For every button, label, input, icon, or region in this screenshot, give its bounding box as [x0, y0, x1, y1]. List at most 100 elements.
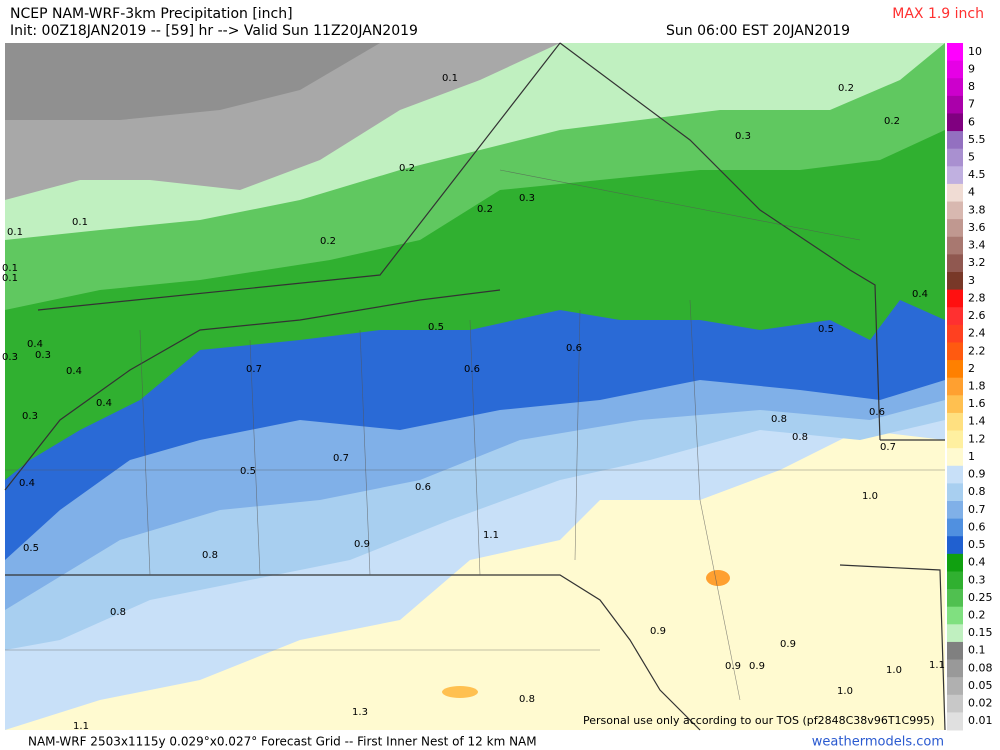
contour-label: 0.3 [2, 352, 18, 363]
colorbar-swatch [947, 342, 963, 361]
colorbar-swatch [947, 236, 963, 255]
colorbar-swatch [947, 43, 963, 62]
colorbar-label: 0.01 [968, 714, 993, 727]
colorbar-swatch [947, 589, 963, 608]
colorbar-label: 0.8 [968, 485, 986, 498]
contour-label: 0.9 [780, 639, 796, 650]
contour-label: 0.2 [884, 116, 900, 127]
colorbar-label: 2.4 [968, 327, 986, 340]
contour-label: 1.1 [929, 660, 945, 671]
colorbar-label: 5.5 [968, 133, 986, 146]
contour-label: 0.7 [246, 364, 262, 375]
colorbar-swatch [947, 60, 963, 79]
contour-label: 0.4 [19, 478, 35, 489]
contour-label: 0.1 [72, 217, 88, 228]
contour-label: 0.3 [519, 193, 535, 204]
colorbar-label: 1.2 [968, 432, 986, 445]
colorbar-label: 0.9 [968, 468, 986, 481]
colorbar-swatch [947, 324, 963, 343]
valid-time: Sun 06:00 EST 20JAN2019 [666, 23, 850, 39]
colorbar-swatch [947, 272, 963, 291]
colorbar-swatch [947, 624, 963, 643]
contour-label: 0.5 [240, 466, 256, 477]
contour-label: 1.3 [352, 707, 368, 718]
colorbar-label: 4.5 [968, 168, 986, 181]
colorbar-label: 9 [968, 62, 975, 75]
contour-label: 0.1 [2, 263, 18, 274]
map: 0.10.20.20.30.20.30.20.10.10.20.10.10.40… [2, 42, 946, 732]
map-region [706, 570, 730, 586]
colorbar-swatch [947, 254, 963, 273]
colorbar-swatch [947, 483, 963, 502]
county-line [689, 299, 741, 701]
contour-label: 1.0 [837, 686, 853, 697]
contour-label: 0.5 [818, 324, 834, 335]
contour-label: 0.9 [354, 539, 370, 550]
colorbar-swatch [947, 148, 963, 167]
colorbar-swatch [947, 677, 963, 696]
border [559, 42, 881, 441]
colorbar-swatch [947, 501, 963, 520]
colorbar-swatch [947, 659, 963, 678]
colorbar-swatch [947, 694, 963, 713]
contour-label: 0.9 [749, 661, 765, 672]
colorbar-swatch [947, 553, 963, 572]
county-line [499, 169, 861, 241]
contour-label: 0.6 [566, 343, 582, 354]
colorbar-label: 3.4 [968, 239, 986, 252]
contour-label: 1.1 [483, 530, 499, 541]
colorbar-label: 0.5 [968, 538, 986, 551]
contour-label: 0.9 [650, 626, 666, 637]
colorbar-swatch [947, 448, 963, 467]
colorbar-label: 4 [968, 186, 975, 199]
colorbar-label: 3.8 [968, 203, 986, 216]
colorbar-label: 7 [968, 98, 975, 111]
contour-label: 1.0 [862, 491, 878, 502]
county-line [249, 339, 261, 576]
colorbar-swatch [947, 465, 963, 484]
contour-label: 0.6 [869, 407, 885, 418]
contour-label: 1.1 [73, 721, 89, 732]
notice: Personal use only according to our TOS (… [583, 714, 935, 727]
colorbar-label: 0.4 [968, 556, 986, 569]
contour-label: 0.7 [333, 453, 349, 464]
colorbar-label: 1.6 [968, 397, 986, 410]
colorbar-label: 8 [968, 80, 975, 93]
colorbar-label: 0.05 [968, 679, 993, 692]
colorbar-swatch [947, 395, 963, 414]
source: weathermodels.com [812, 735, 944, 750]
contour-label: 0.1 [2, 273, 18, 284]
contour-label: 0.7 [880, 442, 896, 453]
county-line [139, 329, 151, 576]
colorbar-swatch [947, 113, 963, 132]
init-time: Init: 00Z18JAN2019 -- [59] hr --> Valid … [10, 23, 418, 39]
contour-label: 0.5 [23, 543, 39, 554]
contour-label: 0.6 [415, 482, 431, 493]
contour-label: 0.3 [22, 411, 38, 422]
colorbar-swatch [947, 360, 963, 379]
colorbar-swatch [947, 166, 963, 185]
border [5, 574, 701, 731]
contour-label: 0.3 [735, 131, 751, 142]
colorbar-label: 2.8 [968, 291, 986, 304]
contour-label: 0.8 [110, 607, 126, 618]
title: NCEP NAM-WRF-3km Precipitation [inch] [10, 6, 293, 22]
colorbar-swatch [947, 518, 963, 537]
colorbar-label: 6 [968, 115, 975, 128]
contour-label: 0.1 [7, 227, 23, 238]
colorbar-swatch [947, 606, 963, 625]
contour-label: 0.6 [464, 364, 480, 375]
contour-label: 1.0 [886, 665, 902, 676]
colorbar-swatch [947, 412, 963, 432]
max-label: MAX 1.9 inch [892, 6, 984, 22]
contour-label: 0.2 [838, 83, 854, 94]
colorbar-swatch [947, 219, 963, 238]
colorbar-label: 1 [968, 450, 975, 463]
colorbar-label: 0.25 [968, 591, 993, 604]
colorbar-label: 0.6 [968, 520, 986, 533]
grid-info: NAM-WRF 2503x1115y 0.029°x0.027° Forecas… [28, 735, 537, 749]
contour-label: 0.4 [96, 398, 112, 409]
contour-label: 0.2 [320, 236, 336, 247]
colorbar-label: 0.7 [968, 503, 986, 516]
